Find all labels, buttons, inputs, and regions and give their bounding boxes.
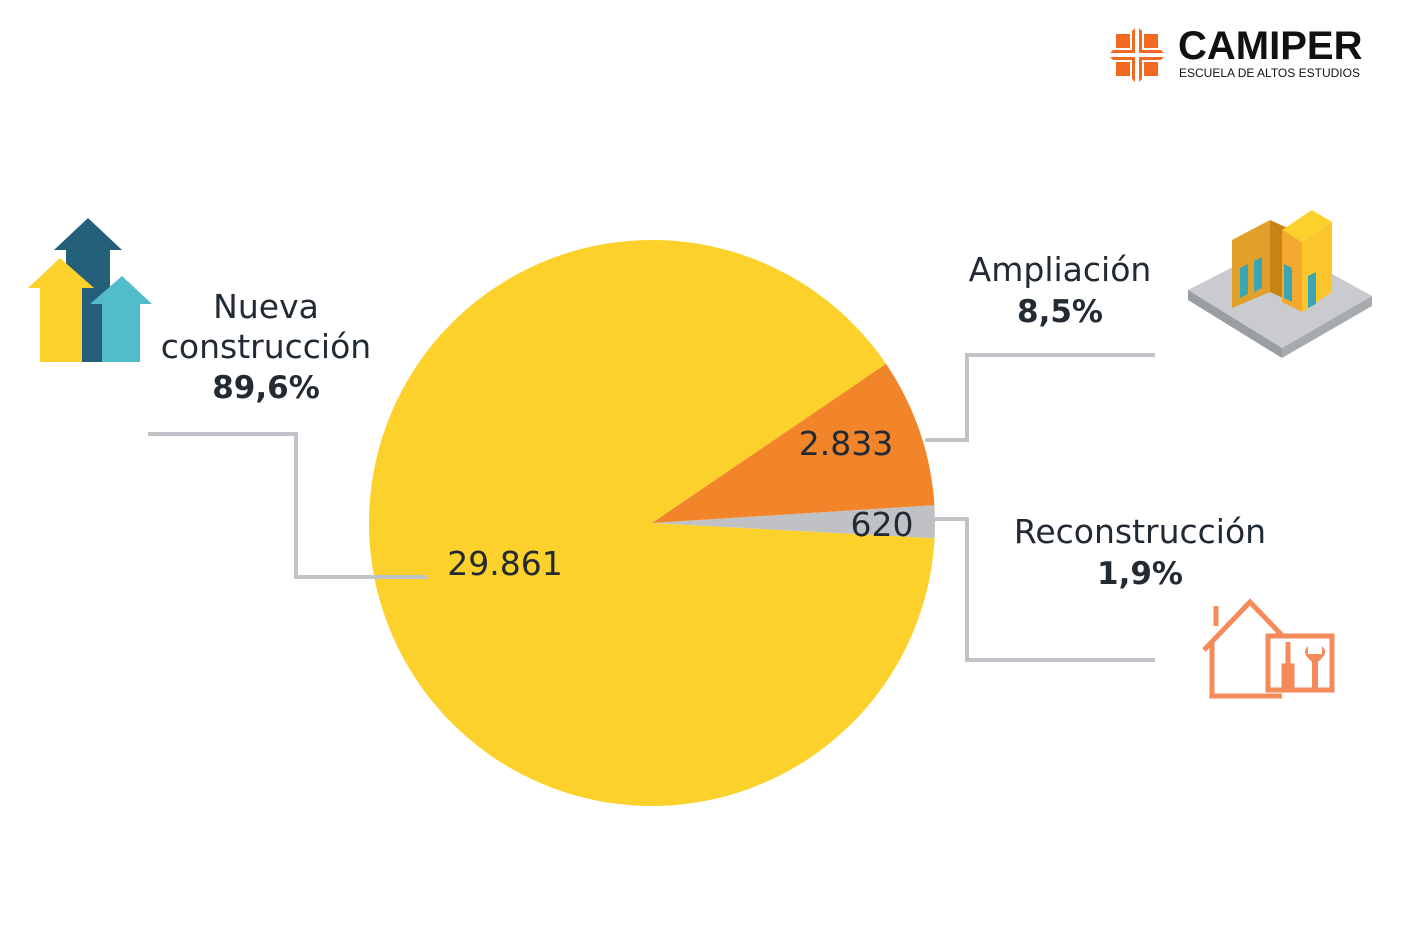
camiper-logo: CAMIPER ESCUELA DE ALTOS ESTUDIOS [1108,24,1373,84]
slice-name: Reconstrucción [1013,512,1267,551]
leader-lines [148,353,1155,662]
value-labels: 29.861 2.833 620 [447,424,913,583]
leader-line-reconstruccion [935,517,1155,662]
leader-line-ampliacion [925,353,1155,442]
value-label-nueva-construccion: 29.861 [447,544,562,583]
slice-name: Ampliación [968,250,1152,289]
label-reconstruccion: Reconstrucción 1,9% [990,512,1290,593]
pie-slice-reconstruccion [652,505,935,539]
house-tools-icon [1202,598,1335,699]
pie-slice-nueva-construccion [369,240,935,807]
label-nueva-construccion: Nueva construcción 89,6% [146,287,386,407]
brand-name: CAMIPER [1178,24,1363,68]
pie-slices [369,240,935,807]
pie-slice-ampliacion [652,363,935,523]
building-extension-icon [1188,210,1372,358]
label-ampliacion: Ampliación 8,5% [950,250,1170,331]
camiper-logo-icon [1108,26,1166,84]
slice-name: Nueva construcción [160,287,372,366]
slice-percent: 8,5% [1017,293,1103,330]
value-label-reconstruccion: 620 [851,505,914,544]
value-label-ampliacion: 2.833 [799,424,893,463]
slice-percent: 89,6% [212,370,320,407]
slice-percent: 1,9% [1097,555,1183,592]
rising-arrows-icon [28,218,152,362]
brand-tagline: ESCUELA DE ALTOS ESTUDIOS [1179,66,1360,80]
leader-line-nueva [148,432,427,579]
